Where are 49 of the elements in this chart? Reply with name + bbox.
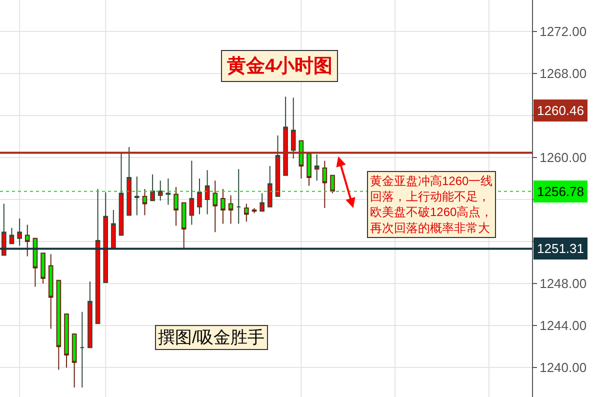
candlestick: [204, 170, 210, 215]
candlestick: [134, 176, 140, 216]
candlestick: [181, 202, 186, 250]
candlestick: [283, 96, 288, 176]
candlestick: [72, 333, 77, 388]
candlestick: [118, 152, 124, 236]
candlestick: [17, 218, 22, 246]
candlestick: [80, 311, 85, 388]
candlestick: [158, 180, 163, 202]
candlestick: [111, 210, 116, 250]
annotation: 黄金亚盘冲高1260一线回落，上行动能不足，欧美盘不破1260高点，再次回落的概率非常大: [370, 174, 493, 235]
candlestick: [314, 154, 320, 182]
candlestick: [95, 188, 100, 324]
y-tick-label: 1244.00: [540, 318, 587, 334]
ref-line-label: 1260.46: [537, 103, 584, 118]
candlestick: [2, 203, 6, 256]
candlestick: [290, 97, 296, 160]
candlestick: [166, 178, 171, 206]
candlestick: [88, 280, 92, 348]
candlestick: [40, 252, 46, 284]
candlestick: [298, 140, 304, 180]
candlestick: [228, 194, 234, 224]
candlestick: [56, 280, 62, 370]
candlestick: [150, 174, 155, 202]
text: 黄金4小时图: [226, 55, 333, 77]
candlestick: [306, 152, 312, 186]
candlestick: [260, 192, 265, 212]
candlestick: [9, 227, 14, 244]
candlestick: [244, 203, 249, 222]
ref-line-label: 1251.31: [537, 241, 584, 256]
candlestick: [24, 224, 30, 257]
y-tick-label: 1240.00: [540, 360, 587, 376]
candlestick: [32, 238, 38, 288]
candlestick: [103, 192, 108, 284]
candlestick: [268, 165, 272, 208]
candlestick: [48, 254, 54, 330]
candlestick: [126, 146, 132, 216]
candlestick: [252, 207, 257, 214]
candlestick: [275, 134, 280, 197]
annotation: 撰图/吸金胜手: [158, 328, 265, 347]
candlestick: [64, 314, 69, 368]
y-tick-label: 1268.00: [540, 66, 587, 82]
candlestick: [236, 168, 242, 224]
y-tick-label: 1272.00: [540, 24, 587, 40]
ref-line-label: 1256.78: [537, 184, 584, 199]
candlestick: [189, 160, 194, 226]
y-tick-label: 1260.00: [540, 150, 587, 166]
candlestick: [197, 178, 202, 215]
y-tick-label: 1248.00: [540, 276, 587, 292]
